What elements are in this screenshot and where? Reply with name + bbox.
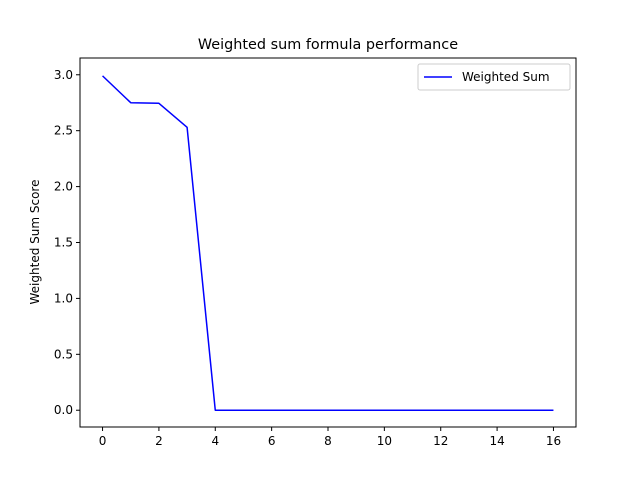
x-tick-label: 6 [268,434,276,448]
y-tick-label: 0.0 [54,403,73,417]
x-tick-label: 10 [377,434,392,448]
x-tick-label: 2 [155,434,163,448]
series-layer [102,75,554,411]
legend-box [417,63,571,91]
legend: Weighted Sum [417,63,571,91]
y-tick-label: 1.5 [54,236,73,250]
y-axis-label: Weighted Sum Score [28,180,42,305]
x-tick-label: 0 [99,434,107,448]
y-tick-label: 2.0 [54,180,73,194]
x-tick-label: 16 [546,434,561,448]
plot-area-frame [79,57,577,428]
chart-title: Weighted sum formula performance [198,37,458,53]
y-tick-label: 3.0 [54,68,73,82]
y-tick-label: 1.0 [54,291,73,305]
x-axis-ticks: 0 2 4 6 8 10 12 14 16 [99,427,561,448]
x-tick-label: 12 [433,434,448,448]
legend-label: Weighted Sum [462,70,550,84]
y-axis-ticks: 0.0 0.5 1.0 1.5 2.0 2.5 3.0 [54,68,80,417]
y-tick-label: 0.5 [54,347,73,361]
x-tick-label: 8 [324,434,332,448]
series-line-0 [102,75,554,411]
x-tick-label: 14 [489,434,504,448]
x-tick-label: 4 [211,434,219,448]
y-tick-label: 2.5 [54,124,73,138]
